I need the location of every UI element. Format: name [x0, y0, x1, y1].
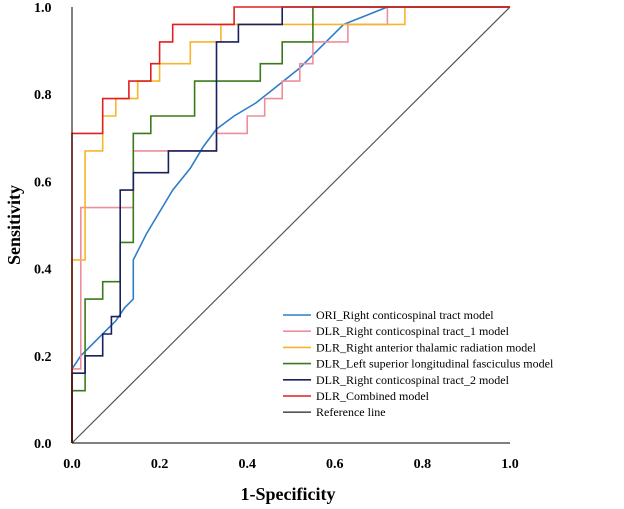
- legend-label-2: DLR_Right anterior thalamic radiation mo…: [316, 340, 537, 354]
- y-tick-label: 0.8: [34, 88, 52, 103]
- x-tick-label: 0.6: [326, 457, 344, 472]
- x-axis-title: 1-Specificity: [241, 484, 336, 504]
- legend-label-5: DLR_Combined model: [316, 389, 430, 403]
- series-line-3: [71, 6, 510, 443]
- legend: ORI_Right conticospinal tract model DLR_R…: [283, 308, 554, 419]
- plot-lines: [71, 6, 511, 444]
- series-line-4: [71, 6, 510, 443]
- legend-label-4: DLR_Right conticospinal tract_2 model: [316, 373, 510, 387]
- y-tick-label: 1.0: [34, 1, 52, 16]
- series-line-5: [71, 6, 510, 443]
- x-tick-label: 0.0: [63, 457, 81, 472]
- series-line-6: [71, 6, 511, 444]
- legend-label-0: ORI_Right conticospinal tract model: [316, 308, 494, 322]
- x-tick-label: 0.2: [151, 457, 169, 472]
- legend-label-6: Reference line: [316, 405, 386, 419]
- legend-label-1: DLR_Right conticospinal tract_1 model: [316, 324, 510, 338]
- series-line-1: [71, 6, 510, 443]
- y-axis-title: Sensitivity: [4, 185, 24, 265]
- x-tick-label: 1.0: [501, 457, 519, 472]
- y-tick-label: 0.2: [34, 350, 52, 365]
- y-tick-label: 0.4: [34, 263, 52, 278]
- y-tick-label: 0.0: [34, 437, 52, 452]
- x-tick-label: 0.4: [238, 457, 256, 472]
- x-tick-label: 0.8: [414, 457, 432, 472]
- x-tick-labels: 0.0 0.2 0.4 0.6 0.8 1.0: [63, 457, 519, 472]
- legend-label-3: DLR_Left superior longitudinal fasciculu…: [316, 357, 554, 371]
- y-tick-labels: 0.0 0.2 0.4 0.6 0.8 1.0: [34, 1, 52, 452]
- y-tick-label: 0.6: [34, 175, 52, 190]
